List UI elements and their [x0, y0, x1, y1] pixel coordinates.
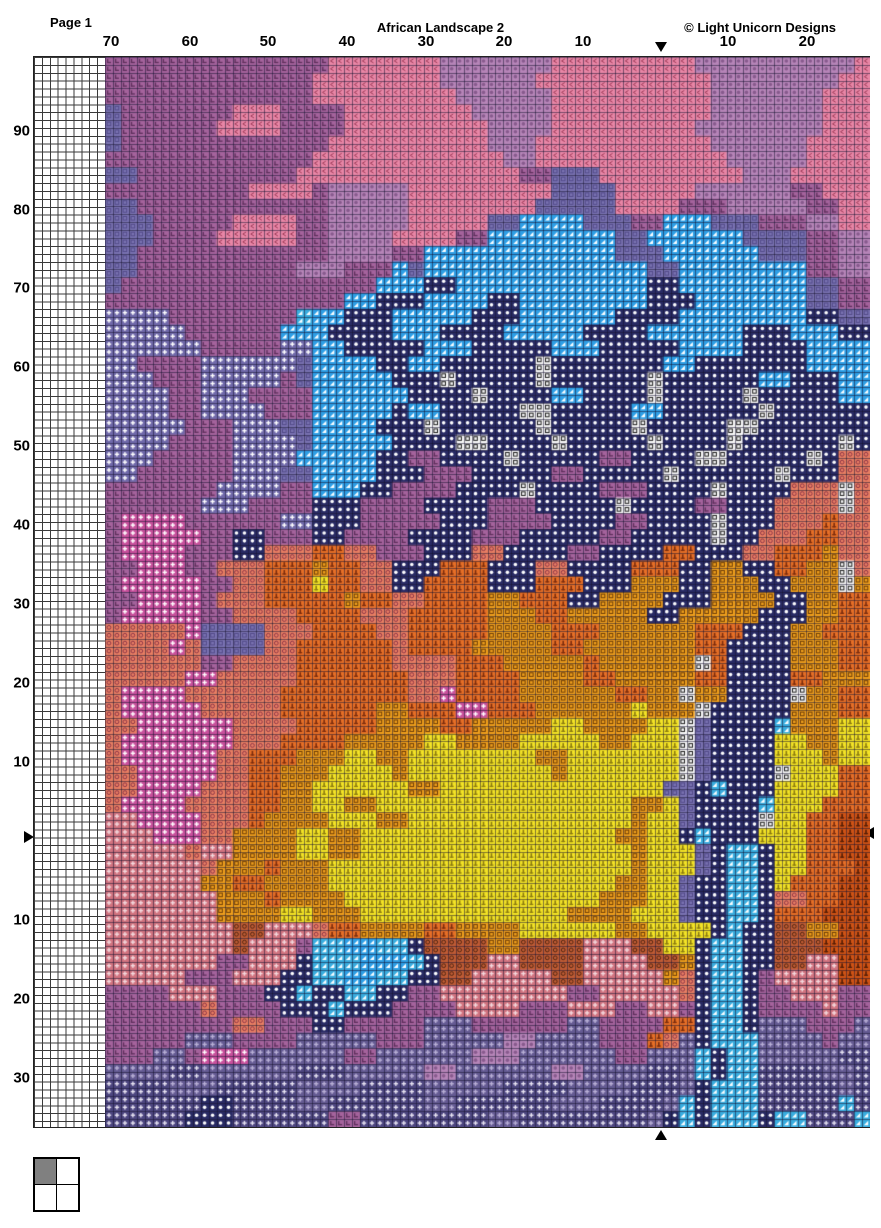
row-number-label: 30 — [13, 595, 30, 613]
row-number-label: 50 — [13, 437, 30, 455]
page-title: African Landscape 2 — [376, 20, 505, 35]
row-number-label: 30 — [13, 1069, 30, 1087]
row-number-label: 90 — [13, 122, 30, 140]
column-number-label: 50 — [259, 33, 277, 50]
blank-margin-grid — [34, 57, 105, 1127]
row-number-label: 20 — [13, 990, 30, 1008]
copyright-notice: © Light Unicorn Designs — [684, 20, 836, 35]
legend-swatch-grid — [33, 1157, 80, 1212]
center-column-marker-top-icon — [655, 42, 667, 52]
legend-cell — [35, 1159, 56, 1184]
legend-cell — [57, 1159, 78, 1184]
row-number-label: 20 — [13, 674, 30, 692]
column-number-label: 20 — [798, 33, 816, 50]
row-number-label: 10 — [13, 911, 30, 929]
column-number-label: 70 — [102, 33, 120, 50]
row-number-label: 80 — [13, 201, 30, 219]
row-number-label: 10 — [13, 753, 30, 771]
row-number-label: 70 — [13, 279, 30, 297]
legend-cell — [35, 1185, 56, 1210]
column-number-label: 60 — [181, 33, 199, 50]
page-number-label: Page 1 — [50, 15, 92, 30]
column-number-label: 20 — [495, 33, 513, 50]
center-row-marker-left-icon — [24, 831, 34, 843]
column-number-label: 30 — [417, 33, 435, 50]
row-number-label: 60 — [13, 358, 30, 376]
center-column-marker-bottom-icon — [655, 1130, 667, 1140]
column-number-label: 40 — [338, 33, 356, 50]
legend-cell — [57, 1185, 78, 1210]
column-number-label: 10 — [574, 33, 592, 50]
stitch-grid — [33, 56, 870, 1128]
column-number-label: 10 — [719, 33, 737, 50]
row-number-label: 40 — [13, 516, 30, 534]
stitch-pattern-canvas — [105, 57, 870, 1127]
